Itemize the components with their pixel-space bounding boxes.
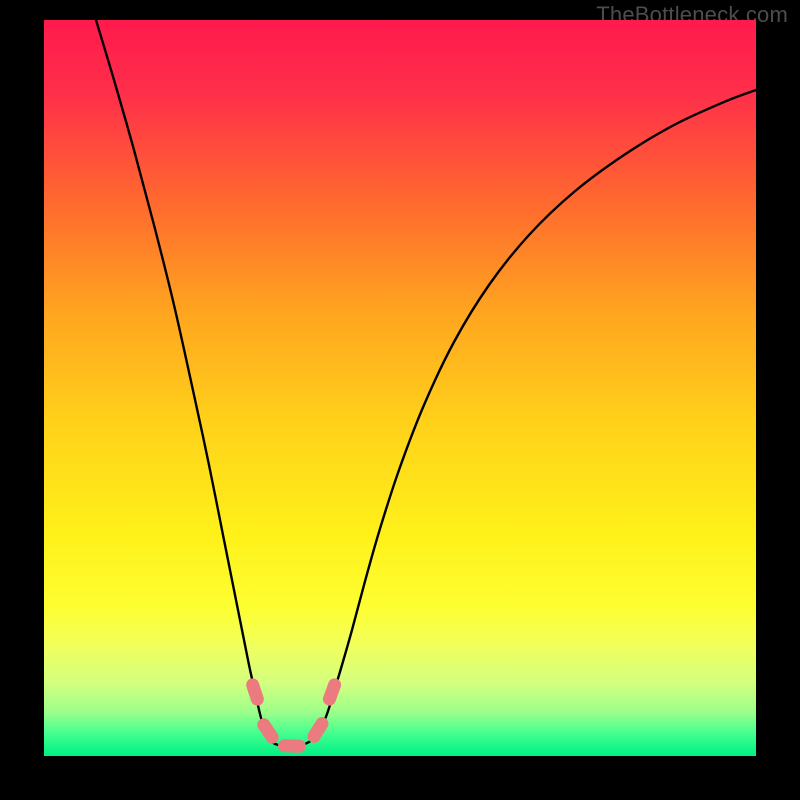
plot-area	[44, 20, 756, 756]
gradient-background	[44, 20, 756, 756]
chart-svg	[44, 20, 756, 756]
chart-frame: TheBottleneck.com	[0, 0, 800, 800]
curve-marker	[278, 739, 306, 753]
